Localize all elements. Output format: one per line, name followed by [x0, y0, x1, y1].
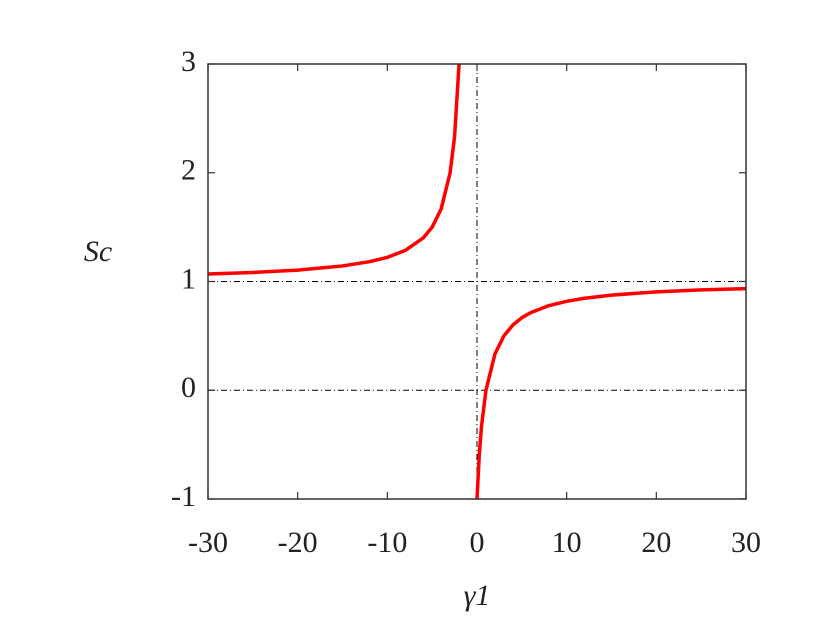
x-tick-label: -10: [367, 526, 407, 559]
y-axis-label: Sc: [84, 235, 112, 268]
x-tick-label: -30: [188, 526, 228, 559]
y-tick-label: 3: [181, 45, 196, 78]
x-axis-label: γ1: [464, 579, 491, 612]
x-tick-label: 0: [470, 526, 485, 559]
data-line: [208, 64, 746, 499]
x-tick-label: 10: [552, 526, 582, 559]
y-tick-label: 0: [181, 371, 196, 404]
y-tick-label: -1: [171, 480, 196, 513]
x-tick-label: 20: [641, 526, 671, 559]
x-tick-label: -20: [278, 526, 318, 559]
y-tick-label: 1: [181, 262, 196, 295]
y-tick-label: 2: [181, 154, 196, 187]
plot-frame: [207, 63, 747, 500]
x-tick-label: 30: [731, 526, 761, 559]
